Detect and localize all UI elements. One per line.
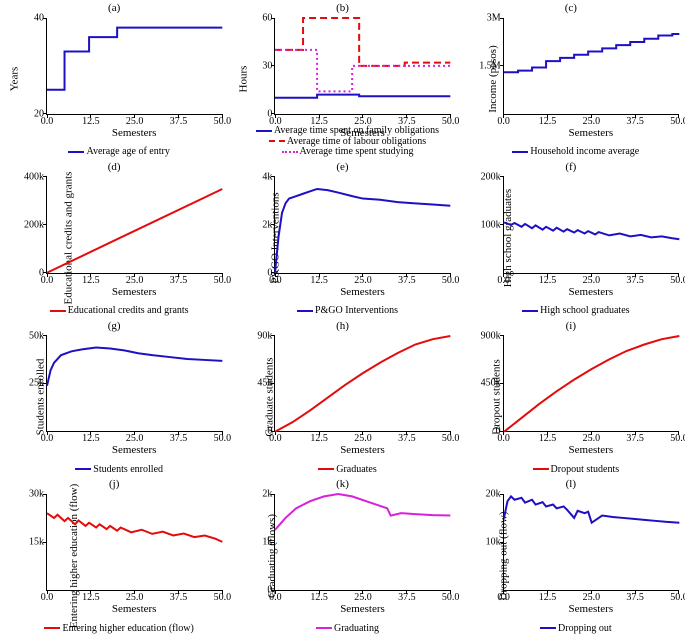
plot-area: 030600.012.525.037.550.0 (274, 18, 450, 115)
series-line (504, 497, 679, 523)
y-axis-label: Dropout students (490, 359, 502, 434)
series-line (275, 18, 450, 66)
legend-swatch (282, 151, 298, 153)
legend-swatch (522, 310, 538, 312)
series-line (504, 34, 679, 72)
x-axis-label: Semesters (503, 127, 679, 139)
panel-i: (i)Dropout students0450k900k0.012.525.03… (457, 318, 685, 477)
panel-b: (b)Hours030600.012.525.037.550.0Semester… (228, 0, 456, 159)
panel-c: (c)Income (pesos)1.5M3M0.012.525.037.550… (457, 0, 685, 159)
x-axis-label: Semesters (46, 603, 222, 615)
legend: Dropout students (473, 465, 679, 476)
legend-swatch (316, 627, 332, 629)
plot-area: 20400.012.525.037.550.0 (46, 18, 222, 115)
legend-swatch (269, 140, 285, 142)
x-axis-label: Semesters (274, 286, 450, 298)
legend: Household income average (473, 147, 679, 158)
panel-d: (d)Educational credits and grants0200k40… (0, 159, 228, 318)
legend-item: Average age of entry (68, 147, 169, 158)
legend-item: Graduates (318, 465, 377, 476)
x-axis-label: Semesters (46, 444, 222, 456)
legend-swatch (68, 151, 84, 153)
legend-item: P&GO Interventions (297, 306, 398, 317)
series-line (275, 336, 450, 432)
legend-item: Household income average (512, 147, 639, 158)
panel-k: (k)Graduating (flows)01k2k0.012.525.037.… (228, 476, 456, 635)
y-axis-label: Students enrolled (34, 359, 46, 436)
panel-j: (j)Entering higher education (flow)15k30… (0, 476, 228, 635)
legend: Graduates (244, 465, 450, 476)
legend: High school graduates (473, 306, 679, 317)
legend-swatch (256, 130, 272, 132)
plot-area: 045k90k0.012.525.037.550.0 (274, 336, 450, 433)
legend-item: Dropout students (533, 465, 620, 476)
legend-swatch (512, 151, 528, 153)
legend-item: Graduating (316, 624, 379, 635)
legend-swatch (44, 627, 60, 629)
series-line (47, 347, 222, 385)
legend: P&GO Interventions (244, 306, 450, 317)
legend: Students enrolled (16, 465, 222, 476)
series-line (47, 28, 222, 90)
legend-swatch (50, 310, 66, 312)
series-line (275, 50, 450, 91)
series-line (275, 494, 450, 530)
legend-item: Entering higher education (flow) (44, 624, 193, 635)
x-axis-label: Semesters (503, 603, 679, 615)
y-axis-label: Hours (238, 66, 250, 93)
y-axis-label: Years (8, 67, 20, 92)
x-axis-label: Semesters (274, 444, 450, 456)
plot-area: 0200k400k0.012.525.037.550.0 (46, 177, 222, 274)
legend-swatch (318, 468, 334, 470)
series-line (504, 222, 679, 239)
panel-h: (h)Graduate students045k90k0.012.525.037… (228, 318, 456, 477)
legend: Dropping out (473, 624, 679, 635)
plot-area: 100k200k0.012.525.037.550.0 (503, 177, 679, 274)
series-line (275, 189, 450, 273)
series-line (275, 95, 450, 98)
legend-item: Dropping out (540, 624, 612, 635)
panel-e: (e)P&GO Interventions02k4k0.012.525.037.… (228, 159, 456, 318)
legend: Average age of entry (16, 147, 222, 158)
x-axis-label: Semesters (46, 127, 222, 139)
x-axis-label: Semesters (274, 603, 450, 615)
plot-area: 0450k900k0.012.525.037.550.0 (503, 336, 679, 433)
panel-l: (l)Dropping out (flow)10k20k0.012.525.03… (457, 476, 685, 635)
series-line (47, 189, 222, 273)
plot-area: 02k4k0.012.525.037.550.0 (274, 177, 450, 274)
series-line (47, 513, 222, 542)
legend-swatch (540, 627, 556, 629)
x-axis-label: Semesters (46, 286, 222, 298)
x-axis-label: Semesters (503, 444, 679, 456)
y-axis-label: Income (pesos) (486, 46, 498, 114)
panel-a: (a)Years20400.012.525.037.550.0Semesters… (0, 0, 228, 159)
legend: Entering higher education (flow) (16, 624, 222, 635)
legend: Graduating (244, 624, 450, 635)
legend-swatch (533, 468, 549, 470)
legend: Average time spent on family obligations… (244, 126, 450, 158)
plot-area: 1.5M3M0.012.525.037.550.0 (503, 18, 679, 115)
legend-swatch (75, 468, 91, 470)
legend-item: High school graduates (522, 306, 629, 317)
legend-swatch (297, 310, 313, 312)
chart-grid: (a)Years20400.012.525.037.550.0Semesters… (0, 0, 685, 635)
plot-area: 01k2k0.012.525.037.550.0 (274, 494, 450, 591)
series-line (504, 336, 679, 432)
plot-area: 15k30k0.012.525.037.550.0 (46, 494, 222, 591)
x-axis-label: Semesters (503, 286, 679, 298)
panel-f: (f)High school graduates100k200k0.012.52… (457, 159, 685, 318)
plot-area: 10k20k0.012.525.037.550.0 (503, 494, 679, 591)
legend-item: Students enrolled (75, 465, 163, 476)
legend-item: Educational credits and grants (50, 306, 189, 317)
plot-area: 25k50k0.012.525.037.550.0 (46, 336, 222, 433)
legend: Educational credits and grants (16, 306, 222, 317)
legend-item: Average time spent studying (282, 147, 414, 158)
panel-g: (g)Students enrolled25k50k0.012.525.037.… (0, 318, 228, 477)
